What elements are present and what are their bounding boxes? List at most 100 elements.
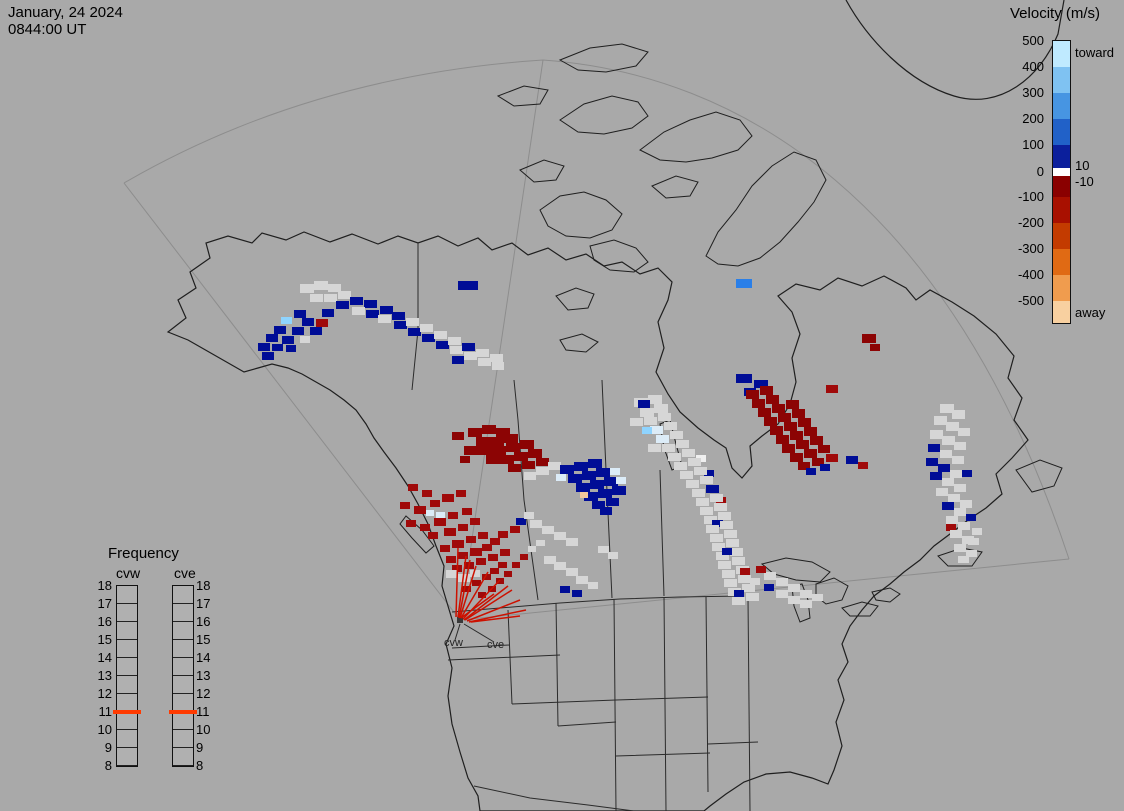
frequency-box [117,640,137,658]
velocity-cell [498,531,508,538]
cvw-column-label: cvw [116,565,141,581]
velocity-tick: 300 [1022,85,1044,100]
velocity-cell [476,558,486,565]
velocity-cell [476,437,490,446]
velocity-cell [466,536,476,543]
velocity-cell [942,436,955,445]
colorbar-segment [1053,176,1070,197]
frequency-tick: 14 [97,650,112,665]
frequency-box [117,658,137,676]
velocity-cell [772,404,785,413]
velocity-cell [718,512,731,520]
velocity-cell [806,468,816,475]
velocity-cell [680,471,693,479]
velocity-cell [764,572,776,580]
velocity-cell [750,578,760,585]
velocity-cell [610,468,620,475]
velocity-cell [514,452,528,461]
velocity-cell [492,362,504,370]
velocity-cell [572,590,582,597]
frequency-tick: 18 [196,578,211,593]
velocity-cell [458,574,470,582]
velocity-cell [710,534,723,542]
velocity-cell [316,319,328,327]
velocity-cell [940,450,952,458]
velocity-cell [510,526,520,533]
lakes-outline [555,287,901,623]
velocity-cell [394,321,407,329]
frequency-box [117,586,137,604]
frequency-box [117,604,137,622]
velocity-cell [492,446,506,455]
velocity-cell [754,380,768,388]
coastline [166,0,1065,811]
velocity-cell [958,522,970,530]
velocity-cell [434,331,447,339]
frequency-box [173,622,193,640]
frequency-tick: 18 [97,578,112,593]
velocity-cell [462,343,475,351]
velocity-cell [696,455,706,462]
velocity-tick: -200 [1017,215,1044,230]
frequency-legend-title: Frequency [108,545,179,562]
colorbar-segment [1053,119,1070,145]
velocity-cell [668,453,681,461]
velocity-cell [968,538,979,545]
velocity-cell [732,597,745,605]
frequency-tick: 17 [97,596,112,611]
velocity-cell [954,442,966,450]
velocity-cell [508,464,521,472]
velocity-cell [528,449,542,458]
velocity-cell [766,395,779,404]
velocity-cell [482,425,496,434]
frequency-tick: 8 [104,758,112,773]
velocity-vector [455,547,459,618]
velocity-cell [604,477,618,486]
velocity-cell [520,440,534,449]
frequency-tick: 10 [97,722,112,737]
velocity-cell [310,327,322,335]
velocity-cell [490,568,499,574]
velocity-cell [938,464,950,472]
velocity-cell [598,546,609,553]
velocity-cell [954,508,966,516]
velocity-cell [820,464,830,471]
velocity-cell [790,453,803,462]
velocity-cell [606,498,619,506]
velocity-cell [406,318,419,326]
velocity-cell [566,538,578,546]
colorbar-segment [1053,145,1070,168]
velocity-cell [364,300,377,308]
velocity-cell [958,556,969,563]
velocity-vector [460,571,489,619]
velocity-cell [718,561,731,569]
velocity-cell [658,413,671,421]
velocity-cell [786,400,799,409]
velocity-cell [670,431,683,439]
frequency-tick: 11 [196,704,210,719]
velocity-cell [948,494,960,502]
velocity-cell [462,508,472,515]
velocity-cell [694,467,707,475]
velocity-cell [676,440,689,448]
velocity-cell [430,500,440,507]
velocity-cell [444,528,456,536]
velocity-cell [812,594,823,601]
frequency-ticks-right: 18 17 16 15 14 13 12 11 10 9 8 [196,579,220,772]
frequency-box [173,658,193,676]
velocity-cell [452,540,464,548]
frequency-box [173,586,193,604]
velocity-cell [846,456,858,464]
velocity-cell [930,472,942,480]
velocity-cell [616,477,626,484]
velocity-cell [576,483,590,492]
velocity-cell [716,552,729,560]
colorbar-segment [1053,41,1070,67]
velocity-cell [324,294,337,302]
velocity-cell [688,458,701,466]
velocity-cell [608,552,618,559]
velocity-cell [752,399,765,408]
velocity-cell [800,590,812,598]
velocity-cell [776,435,789,444]
frequency-legend: Frequency cvw cve 18 17 16 15 14 13 12 11 10 9 8 1… [88,545,228,785]
